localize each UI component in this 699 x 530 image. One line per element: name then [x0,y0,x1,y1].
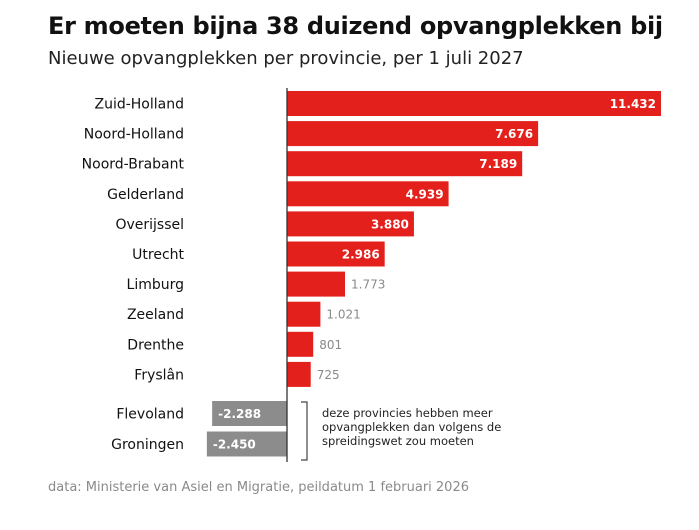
chart-title: Er moeten bijna 38 duizend opvangplekken… [48,12,663,40]
category-label: Zeeland [127,307,184,323]
category-label: Noord-Brabant [82,157,185,173]
value-label: 1.773 [351,278,385,292]
value-label: 725 [317,368,340,382]
chart-subtitle: Nieuwe opvangplekken per provincie, per … [48,48,524,69]
source-note: data: Ministerie van Asiel en Migratie, … [48,480,469,495]
category-label: Overijssel [115,217,184,233]
category-label: Fryslân [134,367,184,383]
value-label: 2.986 [342,248,380,262]
bar [212,401,287,426]
bar [287,211,414,237]
category-label: Flevoland [116,407,184,423]
category-label: Drenthe [127,337,184,353]
value-label: 4.939 [406,187,444,201]
bar [287,331,314,357]
bar [287,121,539,147]
annotation-note: deze provincies hebben meer opvangplekke… [322,406,502,448]
bar [206,431,287,457]
category-label: Utrecht [132,247,184,263]
bar [287,91,661,116]
category-label: Limburg [127,277,184,293]
value-label: -2.450 [213,438,256,452]
bar [287,151,523,177]
value-label: 7.189 [479,157,517,171]
annotation-bracket [301,401,308,461]
bar [287,241,385,267]
bar [287,301,321,327]
value-label: 801 [319,338,342,352]
value-label: 7.676 [495,127,533,141]
category-label: Groningen [111,437,184,453]
value-label: 11.432 [610,97,656,111]
value-label: 1.021 [326,308,360,322]
category-label: Gelderland [107,187,184,203]
bar [287,361,311,387]
value-label: -2.288 [218,407,261,421]
category-label: Zuid-Holland [94,97,184,113]
value-label: 3.880 [371,217,409,231]
bar [287,271,346,297]
bar [287,181,449,207]
category-label: Noord-Holland [84,127,184,143]
